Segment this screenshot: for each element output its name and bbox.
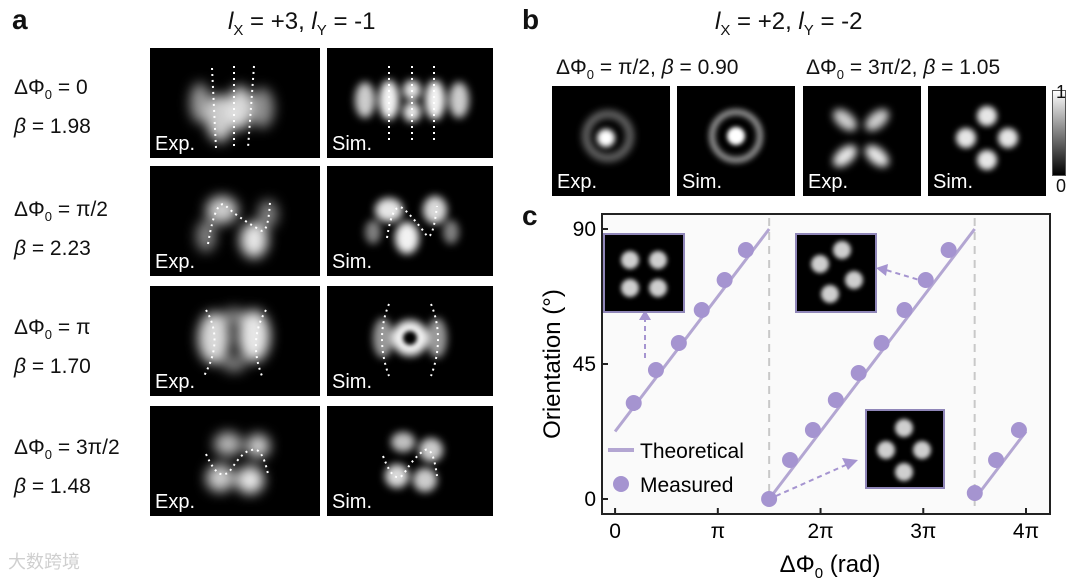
row-label-3: ΔΦ0 = π β = 1.70 [14,316,91,379]
tile-a-exp-2: Exp. [150,166,320,276]
measured-point [850,365,867,381]
sim-tag: Sim. [332,371,372,393]
tile-a-exp-4: Exp. [150,406,320,516]
x-tick-label: 4π [1013,520,1039,543]
measured-point [647,362,664,378]
inset-bottom [865,409,945,489]
measured-point [896,302,913,318]
x-axis-label: ΔΦ0 (rad) [780,551,881,578]
tile-b-exp-1: Exp. [552,86,670,196]
exp-tag: Exp. [808,171,849,193]
colorbar-min-label: 0 [1056,176,1067,196]
exp-tag: Exp. [557,171,598,193]
tile-a-sim-3: Sim. [327,286,493,396]
x-tick-label: 0 [609,520,621,543]
measured-point [693,302,710,318]
measured-point [827,392,844,408]
measured-point [737,242,754,258]
y-tick-label: 0 [584,488,596,511]
panel-b-title: lX = +2, lY = -2 [715,8,863,39]
panel-a-title: lX = +3, lY = -1 [228,8,376,39]
exp-tag: Exp. [155,133,196,155]
panel-label-a: a [12,4,28,35]
panel-label-b: b [522,4,540,35]
legend-theoretical-label: Theoretical [640,440,744,463]
legend-measured-label: Measured [640,474,733,497]
colorbar [1052,90,1066,176]
tile-a-sim-2: Sim. [327,166,493,276]
exp-tag: Exp. [155,251,196,273]
measured-point [988,452,1005,468]
legend: Theoretical Measured [608,440,744,497]
measured-point [761,491,778,507]
row-label-4: ΔΦ0 = 3π/2 β = 1.48 [14,436,120,499]
sim-tag: Sim. [682,171,722,193]
inset-top-left [603,233,685,313]
tile-a-exp-1: Exp. [150,48,320,158]
measured-point [716,272,733,288]
tile-b-sim-2: Sim. [928,86,1046,196]
x-tick-label: 3π [910,520,936,543]
tile-a-sim-1: Sim. [327,48,493,158]
x-tick-label: 2π [807,520,833,543]
panel-b-caption-left: ΔΦ0 = π/2, β = 0.90 [556,56,739,83]
measured-point [917,272,934,288]
measured-point [782,452,799,468]
sim-tag: Sim. [933,171,973,193]
measured-point [1010,422,1027,438]
tile-a-exp-3: Exp. [150,286,320,396]
measured-point [940,242,957,258]
sim-tag: Sim. [332,133,372,155]
panel-label-c: c [522,200,538,231]
colorbar-max-label: 1 [1056,82,1067,102]
theoretical-line-segment-2 [767,228,976,500]
exp-tag: Exp. [155,491,196,513]
panel-b-caption-right: ΔΦ0 = 3π/2, β = 1.05 [806,56,1001,83]
y-tick-label: 90 [573,218,596,241]
exp-tag: Exp. [155,371,196,393]
measured-point [966,485,983,501]
inset-top-middle [795,233,877,313]
measured-point [873,335,890,351]
watermark: 大数跨境 [8,552,80,572]
sim-tag: Sim. [332,491,372,513]
legend-measured-marker [613,476,629,492]
inset-arrow-2 [885,269,927,283]
measured-point [625,395,642,411]
measured-point [804,422,821,438]
tile-b-exp-2: Exp. [803,86,921,196]
inset-arrow-3 [775,463,849,497]
row-label-2: ΔΦ0 = π/2 β = 2.23 [14,198,108,261]
y-axis-label: Orientation (°) [539,289,566,439]
tile-a-sim-4: Sim. [327,406,493,516]
measured-point [670,335,687,351]
y-tick-label: 45 [573,353,596,376]
sim-tag: Sim. [332,251,372,273]
row-label-1: ΔΦ0 = 0 β = 1.98 [14,76,91,139]
inset-arrow-1-head [639,310,651,320]
inset-arrow-3-head [842,458,858,470]
x-tick-label: π [711,520,726,543]
theoretical-line-segment-1 [613,228,771,433]
inset-arrow-2-head [876,264,888,276]
tile-b-sim-1: Sim. [677,86,795,196]
